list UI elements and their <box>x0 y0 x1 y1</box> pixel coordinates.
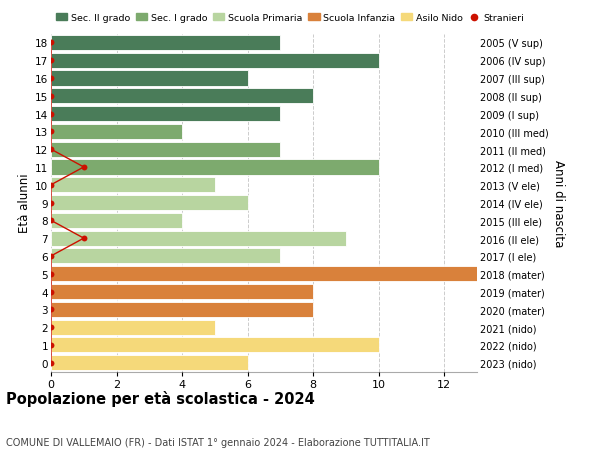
Bar <box>51 196 248 211</box>
Point <box>79 235 89 242</box>
Bar <box>51 71 248 86</box>
Bar <box>51 302 313 317</box>
Bar <box>51 284 313 299</box>
Bar <box>51 267 477 282</box>
Point <box>46 288 56 296</box>
Point <box>46 111 56 118</box>
Point <box>46 57 56 65</box>
Text: COMUNE DI VALLEMAIO (FR) - Dati ISTAT 1° gennaio 2024 - Elaborazione TUTTITALIA.: COMUNE DI VALLEMAIO (FR) - Dati ISTAT 1°… <box>6 437 430 448</box>
Point <box>46 199 56 207</box>
Bar <box>51 320 215 335</box>
Point <box>46 270 56 278</box>
Point <box>46 75 56 83</box>
Y-axis label: Anni di nascita: Anni di nascita <box>552 160 565 246</box>
Y-axis label: Età alunni: Età alunni <box>18 174 31 233</box>
Point <box>46 182 56 189</box>
Point <box>46 129 56 136</box>
Point <box>46 306 56 313</box>
Point <box>46 146 56 153</box>
Bar <box>51 249 280 264</box>
Point <box>46 324 56 331</box>
Bar <box>51 355 248 370</box>
Bar <box>51 178 215 193</box>
Bar <box>51 213 182 229</box>
Legend: Sec. II grado, Sec. I grado, Scuola Primaria, Scuola Infanzia, Asilo Nido, Stran: Sec. II grado, Sec. I grado, Scuola Prim… <box>56 14 524 23</box>
Point <box>79 164 89 171</box>
Bar <box>51 124 182 140</box>
Point <box>46 217 56 224</box>
Point <box>46 253 56 260</box>
Bar <box>51 142 280 157</box>
Bar <box>51 89 313 104</box>
Bar <box>51 338 379 353</box>
Text: Popolazione per età scolastica - 2024: Popolazione per età scolastica - 2024 <box>6 390 315 406</box>
Point <box>46 359 56 367</box>
Bar <box>51 107 280 122</box>
Bar <box>51 231 346 246</box>
Bar <box>51 160 379 175</box>
Point <box>46 93 56 100</box>
Point <box>46 39 56 47</box>
Bar <box>51 36 280 51</box>
Point <box>46 341 56 349</box>
Bar <box>51 54 379 68</box>
